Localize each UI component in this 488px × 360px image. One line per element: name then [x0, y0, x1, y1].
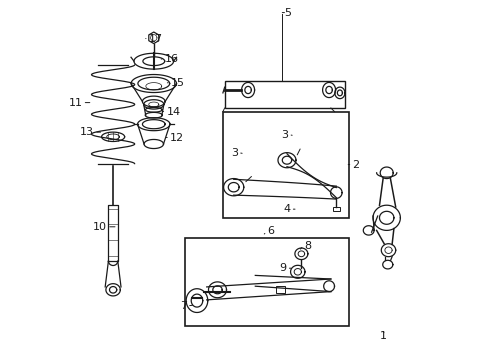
Text: 2: 2 [352, 159, 359, 170]
Text: 12: 12 [170, 132, 183, 143]
Text: 16: 16 [164, 54, 178, 64]
Bar [224, 81, 345, 108]
Text: 17: 17 [148, 33, 163, 44]
Text: 13: 13 [80, 127, 94, 137]
Text: 5: 5 [284, 8, 291, 18]
Text: 10: 10 [93, 222, 107, 232]
Text: 4: 4 [283, 204, 290, 214]
Text: 8: 8 [303, 240, 310, 251]
Text: 3: 3 [230, 148, 238, 158]
Bar [185, 238, 348, 326]
Text: 14: 14 [166, 107, 180, 117]
Text: 9: 9 [279, 263, 286, 273]
Text: 3: 3 [281, 130, 288, 140]
Bar [223, 112, 348, 218]
Bar [276, 286, 284, 293]
Text: 7: 7 [180, 301, 186, 311]
Text: 6: 6 [266, 226, 273, 237]
Text: 11: 11 [68, 98, 82, 108]
Text: 15: 15 [171, 78, 184, 88]
Bar [332, 207, 339, 211]
Text: 1: 1 [380, 330, 386, 341]
